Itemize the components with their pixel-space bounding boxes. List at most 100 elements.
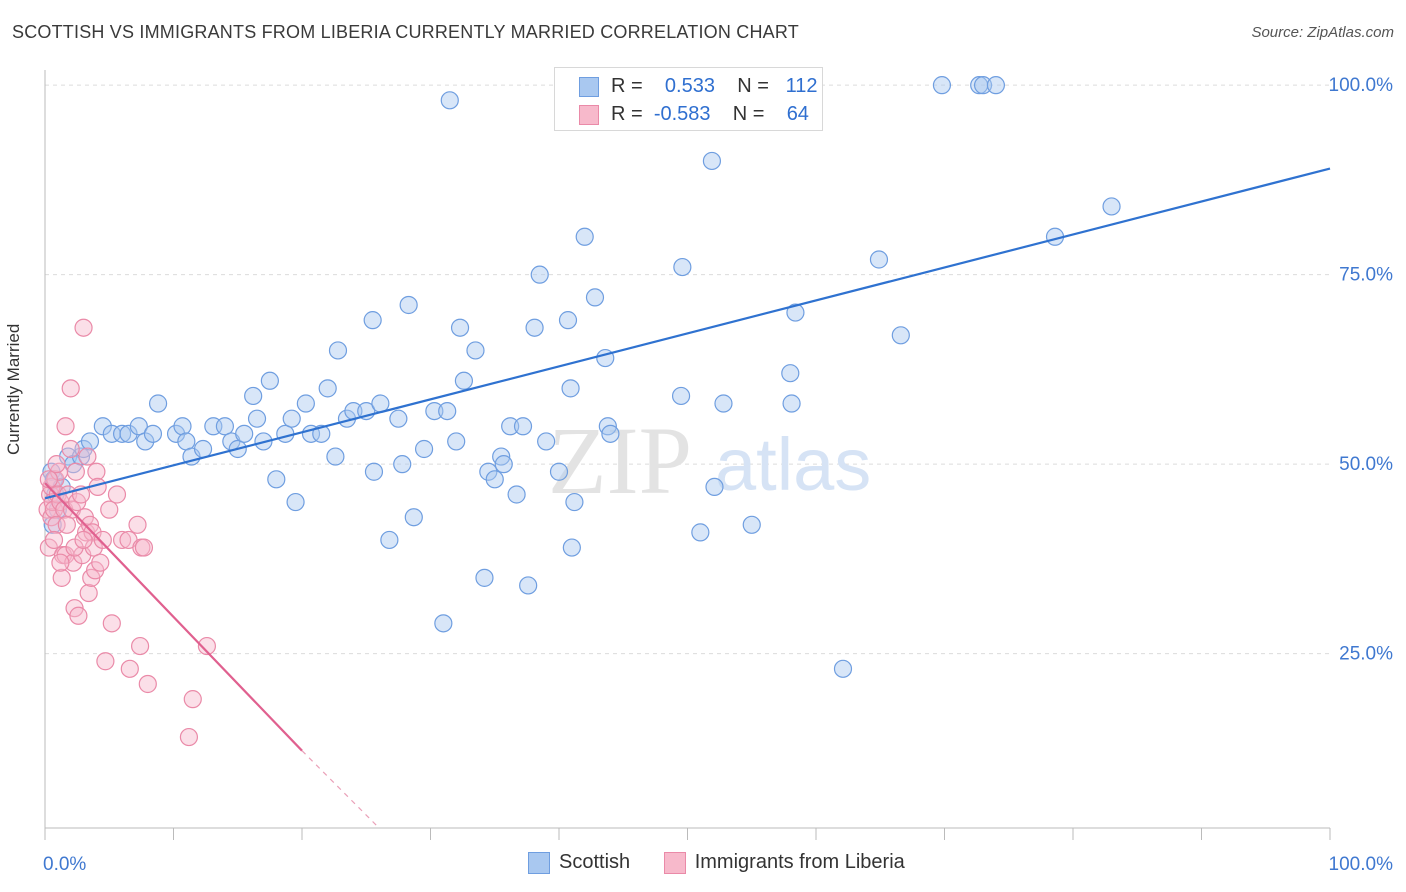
series-legend-scottish[interactable]: Scottish <box>528 851 630 874</box>
data-point-liberia <box>128 515 147 534</box>
data-point-scottish <box>166 424 186 443</box>
data-point-liberia <box>96 652 115 671</box>
data-point-scottish <box>393 455 412 474</box>
data-point-liberia <box>74 530 93 550</box>
data-point-liberia <box>47 455 66 474</box>
data-point-scottish <box>267 470 286 489</box>
watermark-zip: ZIP <box>548 407 692 514</box>
data-point-scottish <box>414 439 434 459</box>
data-point-scottish <box>215 417 234 436</box>
trend-line-extension-liberia <box>301 750 380 829</box>
data-point-scottish <box>549 462 569 481</box>
data-point-scottish <box>494 455 513 474</box>
data-point-liberia <box>107 485 127 504</box>
legend-r-label: R = <box>611 75 643 97</box>
data-point-liberia <box>61 439 80 459</box>
data-point-scottish <box>565 492 584 512</box>
data-point-scottish <box>479 462 498 481</box>
data-point-liberia <box>197 636 217 656</box>
data-point-scottish <box>513 417 533 436</box>
y-tick-label: 50.0% <box>1339 454 1393 475</box>
series-label-liberia: Immigrants from Liberia <box>694 851 905 873</box>
correlation-legend: R = 0.533 N = 112 R = -0.583 N = 64 <box>554 67 823 131</box>
data-point-liberia <box>102 614 121 633</box>
data-point-scottish <box>530 265 549 284</box>
data-point-scottish <box>519 576 538 595</box>
data-point-scottish <box>434 614 453 633</box>
data-point-liberia <box>100 500 119 519</box>
data-point-scottish <box>601 424 620 443</box>
data-point-scottish <box>973 76 993 95</box>
data-point-scottish <box>389 409 408 428</box>
data-point-liberia <box>112 530 132 550</box>
legend-r-value: 0.533 <box>664 75 715 97</box>
data-point-scottish <box>786 303 805 322</box>
data-point-scottish <box>286 492 305 512</box>
data-point-scottish <box>673 257 692 277</box>
data-point-liberia <box>61 379 80 398</box>
data-point-scottish <box>714 394 733 413</box>
data-point-scottish <box>119 424 138 443</box>
data-point-scottish <box>363 311 382 330</box>
data-point-liberia <box>179 727 199 747</box>
data-point-scottish <box>404 508 423 527</box>
series-legend-liberia[interactable]: Immigrants from Liberia <box>663 851 905 874</box>
data-point-liberia <box>74 318 93 337</box>
data-point-liberia <box>134 538 154 557</box>
data-point-scottish <box>244 386 263 406</box>
data-point-liberia <box>93 530 112 550</box>
chart-title: SCOTTISH VS IMMIGRANTS FROM LIBERIA CURR… <box>12 22 799 42</box>
data-point-liberia <box>66 462 85 481</box>
data-point-scottish <box>558 311 578 330</box>
data-point-liberia <box>51 553 70 572</box>
data-point-scottish <box>691 523 710 542</box>
data-point-liberia <box>87 462 106 481</box>
data-point-scottish <box>562 538 581 557</box>
data-point-scottish <box>986 76 1006 95</box>
trend-line-liberia <box>44 482 303 752</box>
tick-labels: 25.0% 50.0% 75.0% 100.0% 0.0% 100.0% <box>43 75 1393 875</box>
data-point-scottish <box>129 417 148 436</box>
data-point-scottish <box>371 394 390 413</box>
data-point-scottish <box>177 432 196 451</box>
y-axis-label: Currently Married <box>4 323 23 455</box>
data-point-scottish <box>247 409 267 428</box>
data-point-liberia <box>47 515 66 534</box>
data-point-scottish <box>173 417 192 436</box>
data-point-scottish <box>585 288 605 307</box>
data-point-liberia <box>183 690 202 709</box>
series-legend: Scottish Immigrants from Liberia <box>528 851 933 874</box>
y-tick-label: 75.0% <box>1339 265 1393 286</box>
data-point-scottish <box>447 432 466 451</box>
data-point-scottish <box>193 439 213 459</box>
trend-lines <box>44 167 1331 829</box>
data-point-scottish <box>705 477 724 496</box>
data-point-scottish <box>450 318 470 337</box>
data-point-scottish <box>80 432 100 451</box>
data-points <box>38 76 1121 747</box>
data-point-scottish <box>485 470 504 489</box>
data-point-scottish <box>833 659 853 678</box>
data-point-scottish <box>364 462 384 481</box>
data-point-scottish <box>475 568 494 587</box>
data-point-scottish <box>671 386 691 406</box>
trend-line-scottish <box>44 167 1331 500</box>
data-point-scottish <box>466 341 485 360</box>
series-swatch-liberia <box>663 851 686 874</box>
data-point-scottish <box>891 326 910 345</box>
legend-swatch-scottish <box>579 76 599 97</box>
data-point-scottish <box>260 371 279 390</box>
data-point-liberia <box>44 530 64 550</box>
data-point-scottish <box>702 151 722 171</box>
data-point-liberia <box>79 583 98 603</box>
legend-n-value: 112 <box>785 75 818 97</box>
data-point-scottish <box>782 394 801 413</box>
data-point-liberia <box>56 417 75 436</box>
gridlines <box>45 84 1330 655</box>
data-point-liberia <box>52 568 71 587</box>
data-point-scottish <box>438 402 457 421</box>
data-point-liberia <box>91 553 110 572</box>
data-point-scottish <box>276 424 295 443</box>
data-point-liberia <box>39 470 58 489</box>
